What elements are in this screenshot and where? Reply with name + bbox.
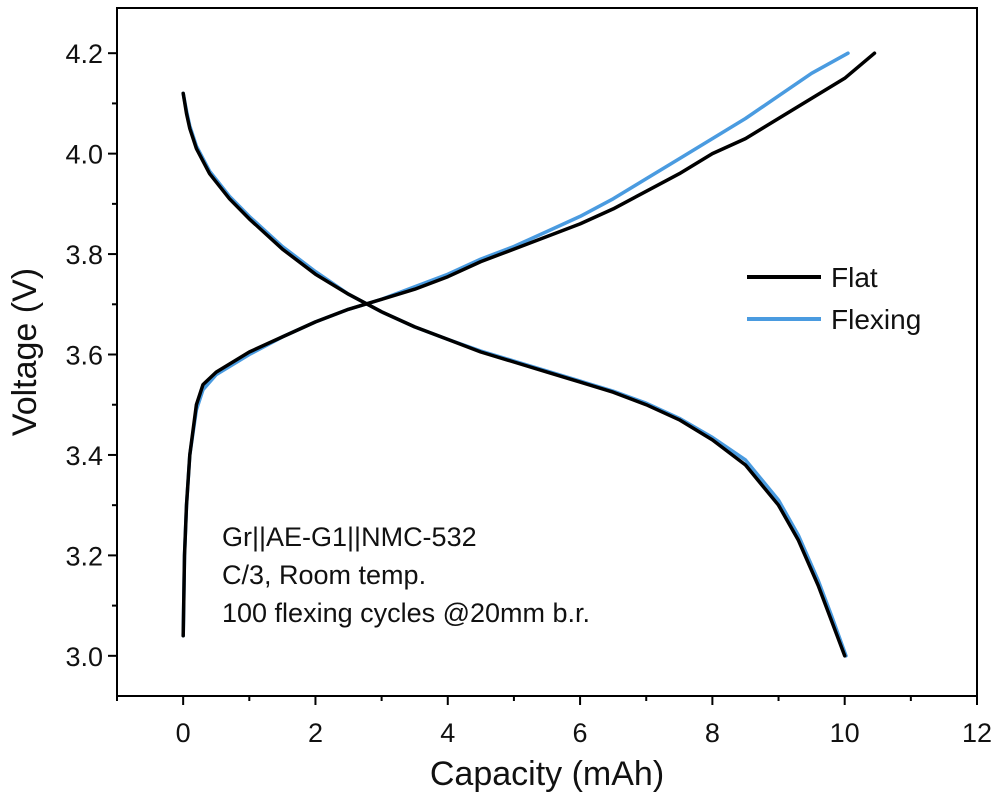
annotation-line-2: C/3, Room temp. [222,560,426,590]
series-layer [181,51,877,658]
legend: Flat Flexing [747,262,921,335]
annotation-line-3: 100 flexing cycles @20mm b.r. [222,598,590,628]
x-tick-label-3: 6 [573,718,588,748]
legend-label-flat: Flat [831,262,878,293]
y-tick-label-4: 3.8 [65,240,103,270]
x-tick-label-6: 12 [962,718,992,748]
x-tick-label-4: 8 [705,718,720,748]
y-tick-label-1: 3.2 [65,541,103,571]
y-axis-title: Voltage (V) [6,268,44,436]
y-tick-label-0: 3.0 [65,642,103,672]
x-tick-label-0: 0 [176,718,191,748]
series-flat-discharge-line [181,91,847,658]
plot-frame [116,7,978,697]
annotation-line-1: Gr||AE-G1||NMC-532 [222,522,477,552]
x-tick-label-1: 2 [308,718,323,748]
annotation: Gr||AE-G1||NMC-532 C/3, Room temp. 100 f… [222,522,590,628]
ticks-layer: 0 2 4 6 8 10 12 3.0 3.2 3.4 3.6 3.8 4.0 4.2 [65,39,992,748]
x-tick-label-2: 4 [440,718,455,748]
x-tick-label-5: 10 [830,718,860,748]
series-flat-charge-line [181,51,877,638]
x-axis-title: Capacity (mAh) [430,755,664,793]
y-tick-label-5: 4.0 [65,140,103,170]
legend-label-flexing: Flexing [831,304,921,335]
y-tick-label-6: 4.2 [65,39,103,69]
y-tick-label-3: 3.6 [65,341,103,371]
y-tick-label-2: 3.4 [65,441,103,471]
